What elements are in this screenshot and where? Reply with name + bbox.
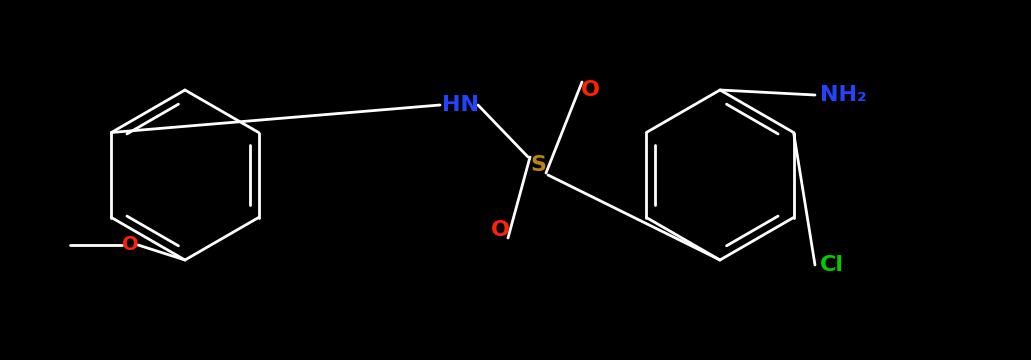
Text: NH₂: NH₂	[820, 85, 867, 105]
Text: O: O	[122, 235, 138, 255]
Text: Cl: Cl	[820, 255, 844, 275]
Text: O: O	[580, 80, 599, 100]
Text: S: S	[530, 155, 546, 175]
Text: HN: HN	[441, 95, 478, 115]
Text: O: O	[491, 220, 509, 240]
